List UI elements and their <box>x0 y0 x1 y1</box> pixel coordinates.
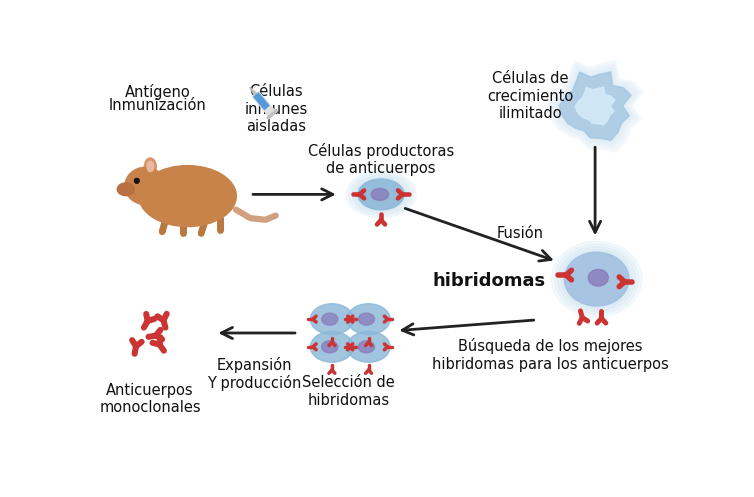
FancyBboxPatch shape <box>253 91 276 117</box>
Polygon shape <box>547 60 644 153</box>
Text: Selección de
hibridomas: Selección de hibridomas <box>302 375 395 408</box>
Ellipse shape <box>551 242 642 317</box>
Ellipse shape <box>358 313 375 325</box>
Ellipse shape <box>349 173 413 216</box>
Ellipse shape <box>139 166 236 227</box>
Ellipse shape <box>358 341 375 353</box>
Ellipse shape <box>311 304 354 334</box>
Ellipse shape <box>347 304 390 334</box>
Circle shape <box>134 178 139 183</box>
Ellipse shape <box>352 175 410 214</box>
Polygon shape <box>575 87 615 125</box>
Text: Fusión: Fusión <box>496 226 543 241</box>
Text: Búsqueda de los mejores
hibridomas para los anticuerpos: Búsqueda de los mejores hibridomas para … <box>432 338 669 372</box>
Polygon shape <box>559 72 631 140</box>
Text: hibridomas: hibridomas <box>432 272 545 290</box>
Text: Anticuerpos
monoclonales: Anticuerpos monoclonales <box>100 383 201 415</box>
Text: Células
inmunes
aisladas: Células inmunes aisladas <box>245 84 308 134</box>
Ellipse shape <box>371 188 388 200</box>
Ellipse shape <box>588 269 608 286</box>
Text: Células de
crecimiento
ilimitado: Células de crecimiento ilimitado <box>487 71 574 121</box>
FancyBboxPatch shape <box>254 93 269 109</box>
Polygon shape <box>554 67 636 145</box>
Ellipse shape <box>147 162 154 171</box>
Ellipse shape <box>555 244 639 314</box>
Ellipse shape <box>561 249 632 309</box>
Polygon shape <box>552 65 639 148</box>
Text: Inmunización: Inmunización <box>109 98 207 113</box>
Ellipse shape <box>118 183 134 196</box>
Polygon shape <box>549 62 641 150</box>
Ellipse shape <box>322 341 338 353</box>
Ellipse shape <box>358 179 404 210</box>
Ellipse shape <box>322 313 338 325</box>
Ellipse shape <box>311 331 354 362</box>
Ellipse shape <box>346 171 416 218</box>
Polygon shape <box>250 87 256 95</box>
Ellipse shape <box>347 331 390 362</box>
Text: Células productoras
de anticuerpos: Células productoras de anticuerpos <box>308 143 454 176</box>
Text: Expansión
Y producción: Expansión Y producción <box>207 357 301 392</box>
Ellipse shape <box>564 252 629 306</box>
Text: Antígeno: Antígeno <box>125 84 191 100</box>
Ellipse shape <box>355 177 407 212</box>
Ellipse shape <box>125 167 166 205</box>
Polygon shape <box>556 70 633 143</box>
Ellipse shape <box>558 247 636 312</box>
Ellipse shape <box>145 158 156 175</box>
FancyBboxPatch shape <box>267 109 277 119</box>
